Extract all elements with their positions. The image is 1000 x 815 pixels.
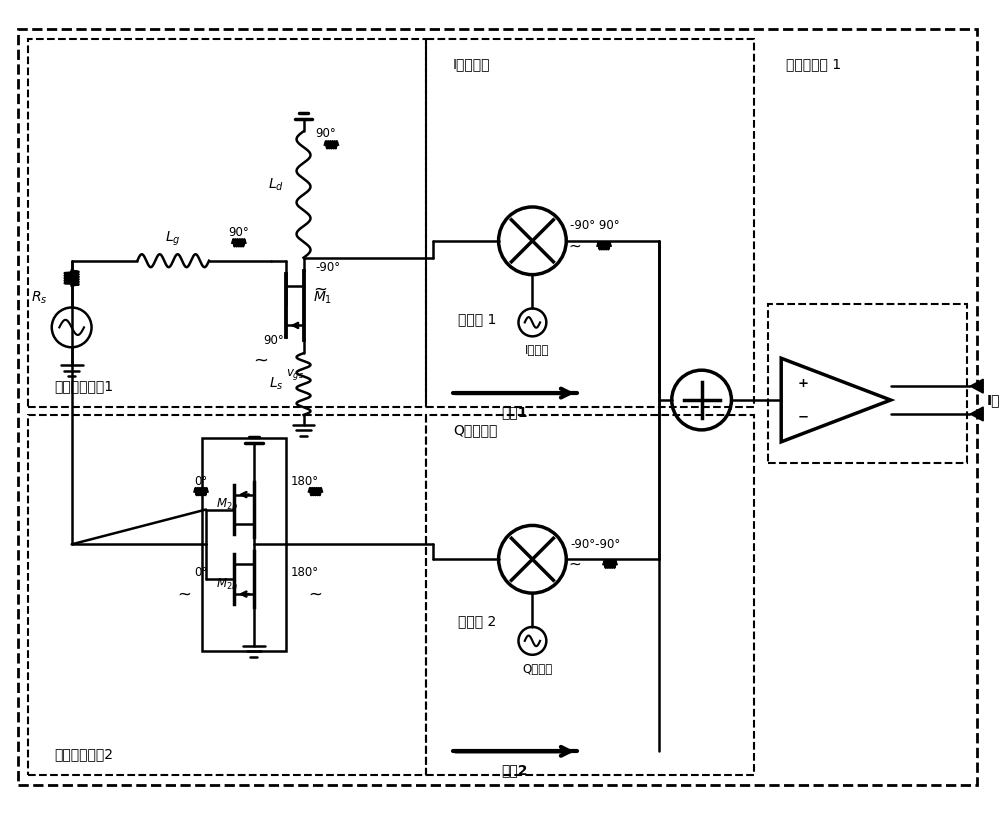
Text: ~: ~ xyxy=(253,351,268,369)
Text: $L_d$: $L_d$ xyxy=(268,176,284,193)
Text: 跨阻放大器 1: 跨阻放大器 1 xyxy=(786,57,841,71)
Text: 0°: 0° xyxy=(194,566,208,579)
Text: 90°: 90° xyxy=(263,334,284,347)
Text: I路混频器: I路混频器 xyxy=(453,57,490,71)
Text: -90° 90°: -90° 90° xyxy=(570,219,620,232)
Text: 180°: 180° xyxy=(291,474,319,487)
Text: Q路混频器: Q路混频器 xyxy=(453,423,497,437)
Text: 90°: 90° xyxy=(228,226,249,239)
Text: $M_1$: $M_1$ xyxy=(313,289,333,306)
Text: ~: ~ xyxy=(313,280,327,298)
Text: $v_{gs}$: $v_{gs}$ xyxy=(286,368,304,382)
Text: 混频器 1: 混频器 1 xyxy=(458,312,496,327)
Text: ~: ~ xyxy=(308,585,322,603)
Text: I路本振: I路本振 xyxy=(525,344,550,357)
Text: 支路2: 支路2 xyxy=(502,764,528,778)
Bar xyxy=(28,39,426,407)
Text: 180°: 180° xyxy=(291,566,319,579)
Text: 低噪声放大器1: 低噪声放大器1 xyxy=(55,379,114,393)
Text: 支路1: 支路1 xyxy=(502,405,528,419)
Text: ~: ~ xyxy=(568,557,581,572)
Text: 0°: 0° xyxy=(194,474,208,487)
Text: $M_{2n}$: $M_{2n}$ xyxy=(216,576,238,592)
Bar xyxy=(202,438,286,651)
Bar xyxy=(426,39,754,407)
Bar xyxy=(426,415,754,775)
Text: $L_s$: $L_s$ xyxy=(269,376,284,392)
Text: 90°: 90° xyxy=(315,127,336,140)
Polygon shape xyxy=(970,379,983,393)
Text: ~: ~ xyxy=(568,238,581,253)
Text: $R_s$: $R_s$ xyxy=(31,289,48,306)
Text: +: + xyxy=(798,377,809,390)
Text: ~: ~ xyxy=(177,585,191,603)
Text: 低噪声放大器2: 低噪声放大器2 xyxy=(55,747,114,761)
Text: −: − xyxy=(798,410,809,423)
Text: $M_{2p}$: $M_{2p}$ xyxy=(216,496,238,513)
Bar xyxy=(768,303,967,463)
Text: -90°: -90° xyxy=(315,261,341,274)
Text: $L_g$: $L_g$ xyxy=(165,230,181,248)
Text: I路: I路 xyxy=(987,393,1000,407)
Bar xyxy=(28,415,426,775)
Text: -90°-90°: -90°-90° xyxy=(570,538,620,551)
Polygon shape xyxy=(970,407,983,421)
Text: 混频器 2: 混频器 2 xyxy=(458,614,496,628)
Text: Q路本振: Q路本振 xyxy=(522,663,553,676)
